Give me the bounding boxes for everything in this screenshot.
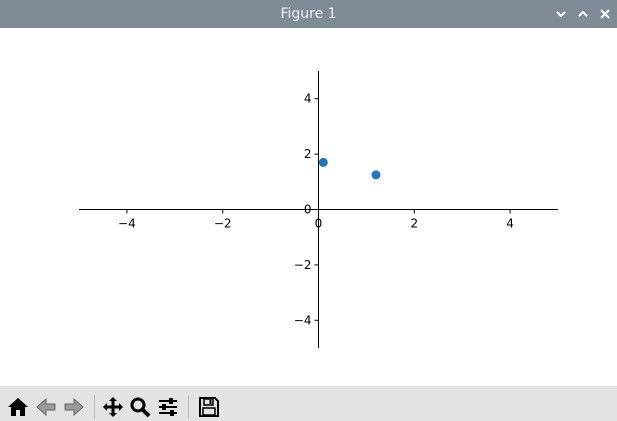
configure-subplots-button[interactable] — [156, 395, 180, 419]
data-point — [318, 157, 328, 167]
forward-button[interactable] — [62, 395, 86, 419]
navigation-toolbar — [0, 386, 617, 421]
zoom-button[interactable] — [128, 395, 152, 419]
maximize-button[interactable] — [574, 5, 592, 23]
close-button[interactable] — [596, 5, 614, 23]
x-tick-label: 4 — [506, 217, 514, 231]
y-tick-label: 0 — [304, 203, 312, 217]
x-tick-label: −2 — [214, 217, 232, 231]
pan-button[interactable] — [101, 395, 125, 419]
x-tick-label: 2 — [410, 217, 418, 231]
sliders-icon — [159, 398, 177, 416]
home-button[interactable] — [6, 395, 30, 419]
close-icon — [600, 9, 610, 19]
arrow-right-icon — [64, 397, 84, 417]
save-button[interactable] — [197, 395, 221, 419]
title-bar: Figure 1 — [0, 0, 617, 28]
figure-canvas[interactable]: −4 −2 0 2 4 −4 −2 0 2 4 — [1, 28, 616, 386]
y-tick-label: 2 — [304, 147, 312, 161]
y-tick-label: 4 — [304, 92, 312, 106]
y-tick-label: −4 — [294, 313, 312, 327]
data-point — [371, 170, 381, 180]
window-title: Figure 1 — [280, 6, 337, 22]
x-tick-label: 0 — [315, 217, 323, 231]
arrow-left-icon — [36, 397, 56, 417]
scatter-plot: −4 −2 0 2 4 −4 −2 0 2 4 — [79, 71, 558, 348]
toolbar-separator — [94, 395, 95, 419]
move-icon — [103, 397, 123, 417]
magnifier-icon — [130, 397, 151, 418]
x-tick-label: −4 — [118, 217, 136, 231]
floppy-disk-icon — [199, 397, 219, 417]
home-icon — [8, 398, 28, 416]
chevron-up-icon — [578, 10, 588, 17]
minimize-button[interactable] — [552, 5, 570, 23]
back-button[interactable] — [34, 395, 58, 419]
y-tick-label: −2 — [294, 258, 312, 272]
chevron-down-icon — [556, 11, 566, 18]
toolbar-separator — [188, 395, 189, 419]
